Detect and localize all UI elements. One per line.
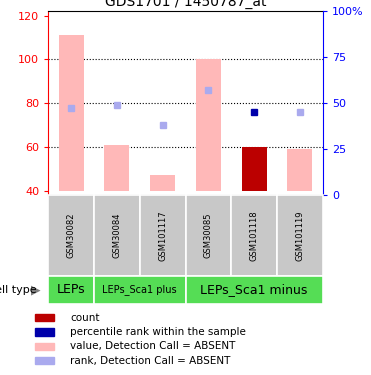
Bar xyxy=(231,195,277,276)
Text: rank, Detection Call = ABSENT: rank, Detection Call = ABSENT xyxy=(70,356,231,366)
Bar xyxy=(48,276,94,304)
Text: GSM30082: GSM30082 xyxy=(67,213,76,258)
Bar xyxy=(186,276,323,304)
Title: GDS1701 / 1450787_at: GDS1701 / 1450787_at xyxy=(105,0,266,9)
Text: ▶: ▶ xyxy=(31,283,41,296)
Bar xyxy=(150,176,175,190)
Text: LEPs: LEPs xyxy=(57,283,85,296)
Text: value, Detection Call = ABSENT: value, Detection Call = ABSENT xyxy=(70,341,236,351)
Bar xyxy=(104,145,129,190)
Bar xyxy=(59,35,84,190)
Bar xyxy=(35,357,54,364)
Text: GSM101118: GSM101118 xyxy=(250,210,259,261)
Bar xyxy=(94,276,186,304)
Text: GSM30084: GSM30084 xyxy=(112,213,121,258)
Text: GSM30085: GSM30085 xyxy=(204,213,213,258)
Text: percentile rank within the sample: percentile rank within the sample xyxy=(70,327,246,337)
Bar xyxy=(35,328,54,336)
Text: LEPs_Sca1 plus: LEPs_Sca1 plus xyxy=(102,284,177,295)
Bar xyxy=(48,195,94,276)
Text: LEPs_Sca1 minus: LEPs_Sca1 minus xyxy=(200,283,308,296)
Bar xyxy=(242,147,267,190)
Text: GSM101117: GSM101117 xyxy=(158,210,167,261)
Bar xyxy=(35,343,54,350)
Bar xyxy=(186,195,231,276)
Bar xyxy=(196,59,221,190)
Bar xyxy=(287,149,312,190)
Bar xyxy=(35,314,54,321)
Text: count: count xyxy=(70,313,100,322)
Bar xyxy=(277,195,323,276)
Text: cell type: cell type xyxy=(0,285,37,295)
Text: GSM101119: GSM101119 xyxy=(295,210,304,261)
Bar xyxy=(94,195,140,276)
Bar xyxy=(140,195,186,276)
